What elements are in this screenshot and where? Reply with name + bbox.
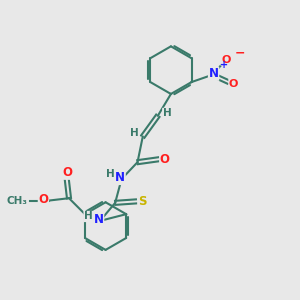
Text: O: O <box>38 193 48 206</box>
Text: H: H <box>163 108 172 118</box>
Text: H: H <box>130 128 139 138</box>
Text: O: O <box>62 166 72 179</box>
Text: N: N <box>115 171 125 184</box>
Text: N: N <box>94 213 103 226</box>
Text: −: − <box>235 46 245 59</box>
Text: +: + <box>220 59 228 70</box>
Text: CH₃: CH₃ <box>6 196 27 206</box>
Text: S: S <box>138 195 147 208</box>
Text: O: O <box>160 153 170 166</box>
Text: H: H <box>106 169 115 179</box>
Text: O: O <box>229 79 238 89</box>
Text: H: H <box>84 212 93 221</box>
Text: N: N <box>208 67 219 80</box>
Text: O: O <box>221 55 230 65</box>
